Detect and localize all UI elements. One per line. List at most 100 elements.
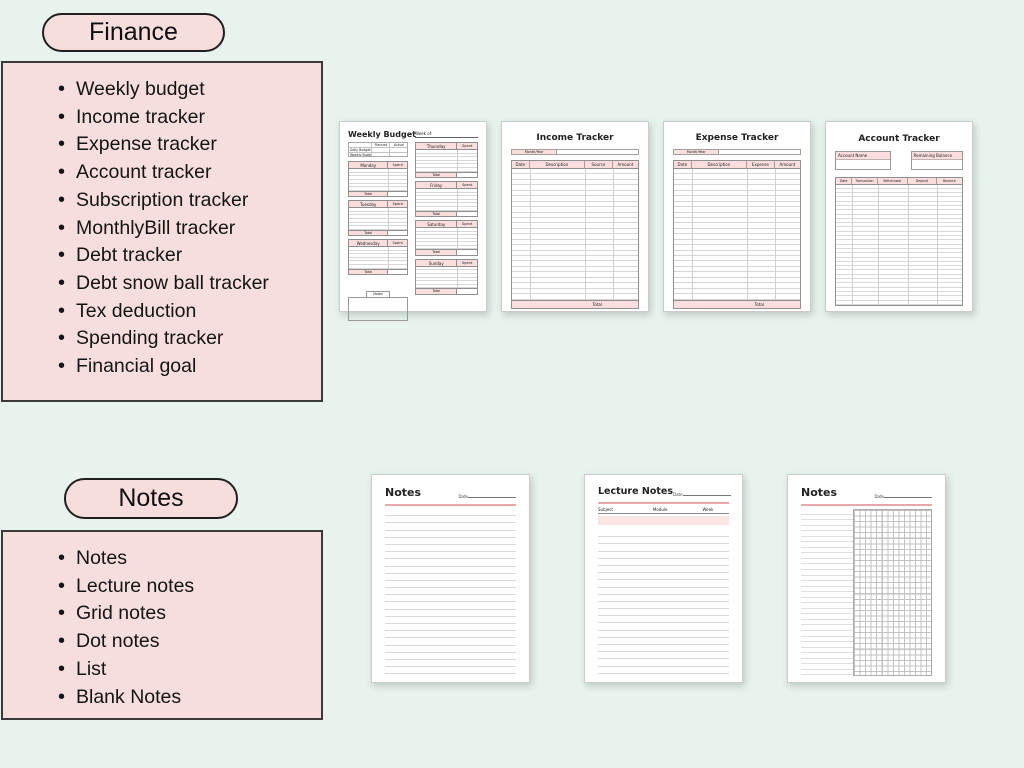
finance-items: Weekly budgetIncome trackerExpense track… [3,63,321,381]
blank-row [836,202,962,206]
field-input-area [702,516,729,525]
blank-row [416,168,477,172]
column-header: Date [674,161,692,168]
blank-row [674,251,800,256]
account-tracker-page: Account Tracker Account Name Remaining B… [825,121,973,312]
blank-row [598,559,729,566]
blank-row [598,544,729,552]
day-section: Sunday Spent Total [415,258,478,295]
blank-row [385,624,516,632]
day-name: Monday [349,162,389,169]
blank-row [674,207,800,213]
day-rows [349,208,407,230]
page-title: Expense Tracker [695,133,779,143]
blank-row [349,258,407,262]
day-header: Tuesday Spent [349,201,407,209]
table-body [512,169,638,300]
account-table: Date Transaction Withdrawal Deposit Bala… [835,177,963,306]
column-divider [907,184,909,305]
list-item: Weekly budget [58,76,315,104]
blank-row [674,169,800,175]
weekly-budget-page: Weekly Budget Planned Actual Daily Budge… [339,121,487,322]
blank-row [836,283,962,288]
total-row: Total [674,299,800,308]
spent-label: Spent [457,143,477,149]
blank-row [836,219,962,224]
blank-row [349,180,407,184]
day-rows [416,150,477,172]
page-header: Notes Date [385,486,516,499]
blank-row [598,580,729,588]
blank-row [801,603,853,609]
blank-row [512,261,638,267]
blank-row [349,187,407,191]
blank-row [836,270,962,275]
blank-row [801,559,853,565]
blank-row [674,256,800,262]
column-divider [388,247,390,269]
total-label: Total [592,301,602,307]
expense-tracker-page: Expense Tracker Month/Year Date Descript… [663,121,811,312]
module-field: Module [652,507,703,525]
ruled-lines [598,530,729,674]
blank-row [836,210,962,215]
blank-row [836,249,962,254]
column-header: Description [530,161,586,168]
spent-label: Spent [388,240,407,247]
blank-row [385,653,516,660]
blank-row [598,537,729,545]
day-total-row: Total [349,190,407,197]
finance-section-title: Finance [89,18,178,46]
blank-row [674,218,800,224]
blank-row [836,292,962,297]
blank-row [512,218,638,224]
blank-row [385,667,516,675]
day-total-row: Total [416,288,477,294]
notes-page: Notes Date [371,474,530,683]
column-header: Amount [617,162,634,167]
blank-row [836,206,962,211]
summary-row-label: Daily Budget [349,147,372,152]
list-item: Subscription tracker [58,187,315,215]
column-divider [457,188,459,211]
blank-row [801,653,853,659]
spent-label: Spent [388,201,407,208]
blank-row [836,279,962,284]
blank-row [674,191,800,197]
blank-row [349,254,407,258]
day-name: Thursday [416,143,458,149]
blank-row [836,232,962,237]
blank-row [801,631,853,637]
column-header: Transaction [852,178,878,184]
column-divider [388,208,390,230]
ruled-lines [385,509,516,675]
account-name-label: Account Name [836,152,891,160]
table-header: Date Description Source Amount [512,161,638,169]
blank-row [349,184,407,188]
column-divider [691,169,693,300]
blank-row [512,213,638,218]
blank-row [801,642,853,648]
blank-row [598,552,729,559]
day-rows [416,227,477,250]
page-title: Account Tracker [858,134,940,144]
blank-row [416,189,477,193]
account-name-field [836,160,890,169]
blank-row [801,587,853,593]
subject-field: Subject [598,507,653,525]
spent-label: Spent [457,181,477,188]
day-header: Thursday Spent [416,143,477,150]
blank-row [512,267,638,273]
day-header: Wednesday Spent [349,240,407,248]
account-name-box: Account Name [835,151,892,170]
summary-cell [389,151,407,157]
blank-row [349,208,407,212]
blank-row [674,283,800,289]
blank-row [512,251,638,256]
blank-row [801,515,853,521]
column-header: Source [585,161,613,168]
column-divider [457,266,459,289]
blank-row [512,202,638,208]
blank-row [836,240,962,245]
summary-col: Actual [389,143,407,147]
